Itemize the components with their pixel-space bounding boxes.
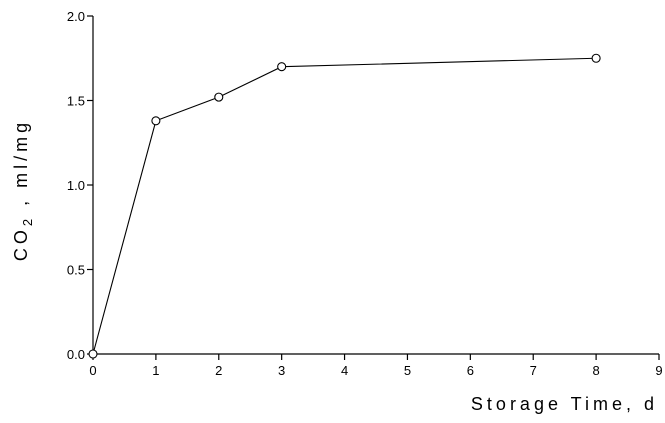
x-tick-label: 4 [341,363,348,378]
data-point [277,62,287,72]
x-tick-label: 5 [404,363,411,378]
y-axis-title-suffix: , ml/mg [11,119,31,215]
series-line [92,57,597,355]
y-axis-title-prefix: CO [11,226,31,261]
y-tick-label: 0.5 [67,263,85,278]
y-tick-label: 1.0 [67,178,85,193]
y-tick-label: 0.0 [67,347,85,362]
y-axis-title-subscript: 2 [20,215,35,226]
x-tick-label: 3 [278,363,285,378]
x-axis-ticks: 0 1 2 3 4 5 6 7 8 9 [89,354,663,378]
x-tick-label: 1 [152,363,159,378]
y-axis-ticks: 0.0 0.5 1.0 1.5 2.0 [67,9,93,362]
data-point [88,349,98,359]
y-axis-title: CO2 , ml/mg [11,119,35,261]
x-tick-label: 7 [530,363,537,378]
y-tick-label: 1.5 [67,94,85,109]
data-point [151,116,161,126]
data-point [214,92,224,102]
plot-area [88,53,601,359]
data-point [591,53,601,63]
x-axis-title: Storage Time, d [471,394,658,414]
x-tick-label: 0 [89,363,96,378]
x-tick-label: 8 [592,363,599,378]
x-tick-label: 9 [655,363,662,378]
x-tick-label: 2 [215,363,222,378]
x-tick-label: 6 [467,363,474,378]
axes [92,16,659,355]
y-tick-label: 2.0 [67,9,85,24]
